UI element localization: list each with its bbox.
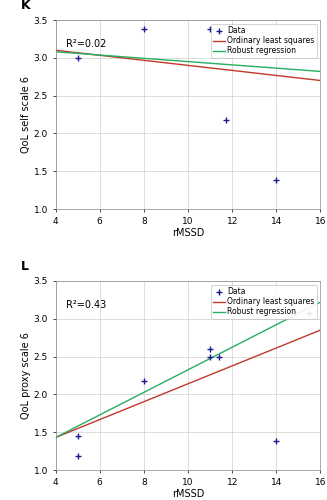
Legend: Data, Ordinary least squares, Robust regression: Data, Ordinary least squares, Robust reg… [211,284,317,318]
Text: L: L [21,260,29,274]
Data [75,432,80,440]
X-axis label: rMSSD: rMSSD [172,228,204,238]
Data [207,25,213,33]
Data [216,352,222,360]
Text: K: K [21,0,31,12]
Data [75,452,80,460]
Data [207,345,213,353]
Data [207,352,213,360]
Y-axis label: QoL proxy scale 6: QoL proxy scale 6 [21,332,31,419]
Data [307,310,312,318]
Legend: Data, Ordinary least squares, Robust regression: Data, Ordinary least squares, Robust reg… [211,24,317,58]
Text: R²=0.43: R²=0.43 [66,300,106,310]
Data [223,116,228,124]
Data [274,438,279,446]
Data [141,25,146,33]
Data [274,176,279,184]
X-axis label: rMSSD: rMSSD [172,490,204,500]
Data [75,54,80,62]
Data [141,377,146,385]
Text: R²=0.02: R²=0.02 [66,39,107,49]
Y-axis label: QoL self scale 6: QoL self scale 6 [21,76,31,153]
